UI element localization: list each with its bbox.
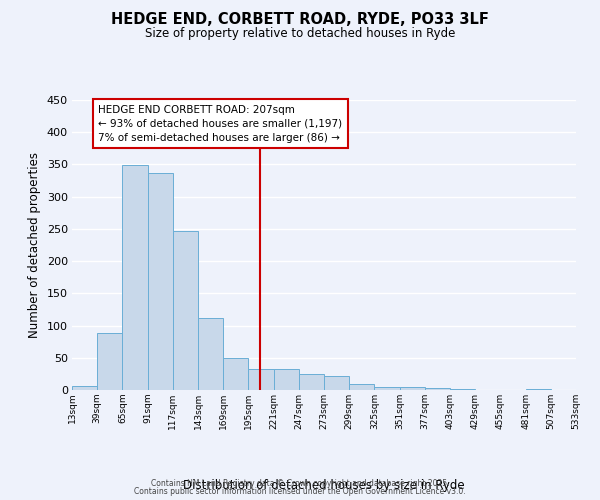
- Y-axis label: Number of detached properties: Number of detached properties: [28, 152, 41, 338]
- Bar: [450, 388, 475, 390]
- Bar: [374, 387, 400, 390]
- Bar: [324, 376, 349, 390]
- Bar: [72, 386, 97, 390]
- Bar: [173, 232, 198, 390]
- Bar: [425, 388, 450, 390]
- Bar: [122, 165, 148, 390]
- Bar: [248, 368, 274, 390]
- Text: Size of property relative to detached houses in Ryde: Size of property relative to detached ho…: [145, 28, 455, 40]
- Bar: [349, 384, 374, 390]
- Bar: [97, 332, 122, 390]
- Bar: [400, 387, 425, 390]
- Bar: [274, 368, 299, 390]
- Bar: [148, 174, 173, 390]
- Text: HEDGE END, CORBETT ROAD, RYDE, PO33 3LF: HEDGE END, CORBETT ROAD, RYDE, PO33 3LF: [111, 12, 489, 28]
- Bar: [198, 318, 223, 390]
- Text: HEDGE END CORBETT ROAD: 207sqm
← 93% of detached houses are smaller (1,197)
7% o: HEDGE END CORBETT ROAD: 207sqm ← 93% of …: [98, 104, 342, 142]
- Text: Contains HM Land Registry data © Crown copyright and database right 2025.: Contains HM Land Registry data © Crown c…: [151, 478, 449, 488]
- X-axis label: Distribution of detached houses by size in Ryde: Distribution of detached houses by size …: [183, 479, 465, 492]
- Text: Contains public sector information licensed under the Open Government Licence v3: Contains public sector information licen…: [134, 487, 466, 496]
- Bar: [299, 374, 324, 390]
- Bar: [223, 358, 248, 390]
